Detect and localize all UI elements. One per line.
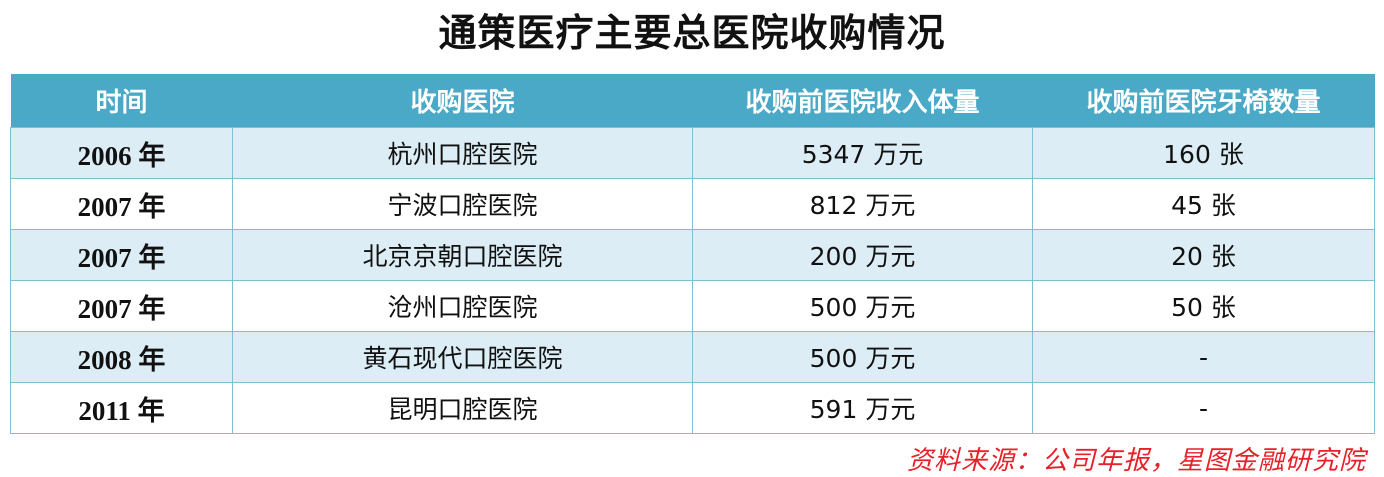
cell-chairs: 45 张 (1032, 178, 1375, 230)
page-title: 通策医疗主要总医院收购情况 (438, 11, 946, 55)
cell-revenue: 200 万元 (692, 229, 1033, 281)
cell-year: 2007 年 (10, 229, 233, 281)
cell-chairs: - (1032, 331, 1375, 383)
source-note: 资料来源：公司年报，星图金融研究院 (906, 446, 1366, 476)
table-row: 2011 年昆明口腔医院 591 万元 - (10, 382, 1375, 434)
cell-year: 2007 年 (10, 280, 233, 332)
cell-hospital: 昆明口腔医院 (232, 382, 693, 434)
cell-hospital: 北京京朝口腔医院 (232, 229, 693, 281)
cell-revenue: 500 万元 (692, 280, 1033, 332)
cell-revenue: 591 万元 (692, 382, 1033, 434)
table-row: 2006 年杭州口腔医院 5347 万元 160 张 (10, 127, 1375, 179)
cell-revenue: 5347 万元 (692, 127, 1033, 179)
header-chairs: 收购前医院牙椅数量 (1032, 74, 1375, 128)
cell-year: 2006 年 (10, 127, 233, 179)
cell-hospital: 杭州口腔医院 (232, 127, 693, 179)
cell-hospital: 沧州口腔医院 (232, 280, 693, 332)
table-row: 2007 年宁波口腔医院 812 万元 45 张 (10, 178, 1375, 230)
header-hospital: 收购医院 (232, 74, 693, 128)
cell-year: 2011 年 (10, 382, 233, 434)
cell-chairs: 50 张 (1032, 280, 1375, 332)
table-header-row: 时间 收购医院 收购前医院收入体量 收购前医院牙椅数量 (10, 74, 1375, 128)
table-row: 2007 年沧州口腔医院 500 万元 50 张 (10, 280, 1375, 332)
cell-year: 2008 年 (10, 331, 233, 383)
table-row: 2008 年黄石现代口腔医院 500 万元 - (10, 331, 1375, 383)
cell-revenue: 500 万元 (692, 331, 1033, 383)
cell-chairs: - (1032, 382, 1375, 434)
cell-chairs: 20 张 (1032, 229, 1375, 281)
cell-revenue: 812 万元 (692, 178, 1033, 230)
cell-hospital: 黄石现代口腔医院 (232, 331, 693, 383)
table-row: 2007 年北京京朝口腔医院 200 万元 20 张 (10, 229, 1375, 281)
cell-year: 2007 年 (10, 178, 233, 230)
acquisition-table: 时间 收购医院 收购前医院收入体量 收购前医院牙椅数量 2006 年杭州口腔医院… (10, 74, 1375, 434)
cell-chairs: 160 张 (1032, 127, 1375, 179)
cell-hospital: 宁波口腔医院 (232, 178, 693, 230)
header-time: 时间 (10, 74, 233, 128)
header-revenue: 收购前医院收入体量 (692, 74, 1033, 128)
